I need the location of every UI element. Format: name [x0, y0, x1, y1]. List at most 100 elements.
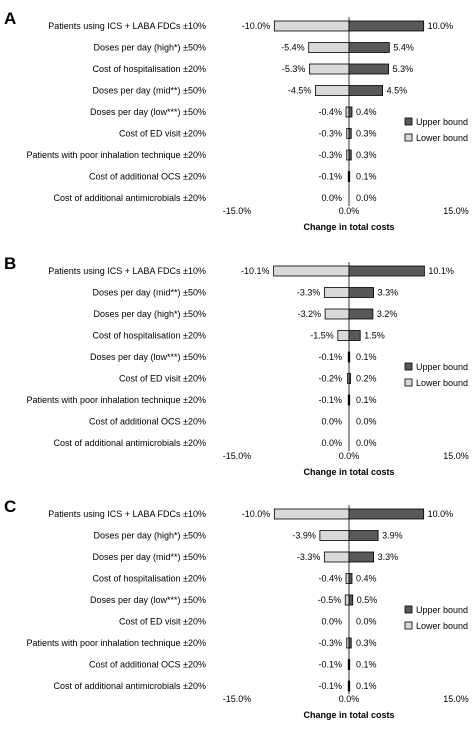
data-label-lower: -0.1%	[318, 660, 342, 670]
bar-lower-bound	[344, 594, 350, 606]
data-label-lower: -10.0%	[242, 21, 271, 31]
legend-swatch-lower	[404, 133, 413, 142]
bar-lower-bound	[273, 20, 350, 32]
data-label-lower: 0.0%	[321, 417, 342, 427]
bar-upper-bound	[348, 20, 425, 32]
bar-lower-bound	[324, 308, 350, 320]
data-label-upper: 0.1%	[356, 660, 377, 670]
data-label-upper: 0.4%	[356, 107, 377, 117]
category-label: Cost of additional antimicrobials ±20%	[53, 681, 206, 691]
category-label: Patients with poor inhalation technique …	[26, 150, 206, 160]
legend-swatch-upper	[404, 362, 413, 371]
bar-lower-bound	[345, 106, 350, 118]
bar-upper-bound	[348, 551, 375, 563]
bar-lower-bound	[273, 265, 350, 277]
category-label: Cost of additional antimicrobials ±20%	[53, 193, 206, 203]
data-label-lower: -0.3%	[318, 638, 342, 648]
category-label: Cost of additional OCS ±20%	[89, 660, 206, 670]
legend-swatch-lower	[404, 621, 413, 630]
data-label-upper: 0.1%	[356, 681, 377, 691]
data-label-lower: -5.3%	[282, 64, 306, 74]
data-label-lower: -0.3%	[318, 129, 342, 139]
category-label: Cost of additional antimicrobials ±20%	[53, 438, 206, 448]
data-label-upper: 10.1%	[428, 266, 454, 276]
data-label-upper: 10.0%	[428, 21, 454, 31]
category-label: Cost of ED visit ±20%	[119, 374, 206, 384]
bar-upper-bound	[348, 530, 379, 541]
bar-lower-bound	[323, 551, 350, 563]
data-label-upper: 0.5%	[357, 595, 378, 605]
data-label-lower: -4.5%	[288, 86, 312, 96]
data-label-upper: 0.0%	[356, 617, 377, 627]
data-label-lower: -0.3%	[318, 150, 342, 160]
bar-upper-bound	[348, 594, 354, 606]
panel-letter: C	[4, 497, 16, 516]
bar-lower-bound	[319, 530, 350, 541]
data-label-upper: 0.0%	[356, 438, 377, 448]
data-label-lower: -3.3%	[297, 552, 321, 562]
bar-lower-bound	[323, 287, 350, 298]
data-label-upper: 0.0%	[356, 193, 377, 203]
legend-label-lower: Lower bound	[416, 133, 468, 143]
category-label: Doses per day (mid**) ±50%	[93, 86, 206, 96]
data-label-lower: 0.0%	[321, 617, 342, 627]
data-label-upper: 3.3%	[378, 552, 399, 562]
category-label: Patients using ICS + LABA FDCs ±10%	[48, 21, 206, 31]
x-tick-label: -15.0%	[223, 694, 252, 704]
data-label-lower: -1.5%	[310, 331, 334, 341]
bar-upper-bound	[348, 42, 390, 53]
panel-letter: A	[4, 9, 16, 28]
bar-upper-bound	[348, 351, 351, 363]
x-tick-label: 15.0%	[443, 451, 469, 461]
x-axis-title: Change in total costs	[303, 710, 394, 720]
data-label-lower: -0.4%	[318, 574, 342, 584]
legend-label-upper: Upper bound	[416, 117, 468, 127]
bar-upper-bound	[348, 573, 353, 584]
data-label-upper: 1.5%	[364, 331, 385, 341]
category-label: Cost of additional OCS ±20%	[89, 417, 206, 427]
category-label: Doses per day (high*) ±50%	[94, 43, 207, 53]
category-label: Doses per day (high*) ±50%	[94, 309, 207, 319]
data-label-lower: -3.2%	[298, 309, 322, 319]
data-label-lower: -0.2%	[318, 374, 342, 384]
bar-upper-bound	[348, 637, 352, 649]
chart-panel-b: B Patients using ICS + LABA FDCs ±10% -10.…	[4, 254, 469, 477]
data-label-upper: 0.3%	[356, 638, 377, 648]
x-axis-title: Change in total costs	[303, 222, 394, 232]
data-label-lower: -3.3%	[297, 288, 321, 298]
category-label: Doses per day (mid**) ±50%	[93, 288, 206, 298]
bar-lower-bound	[345, 573, 350, 584]
data-label-upper: 5.4%	[393, 43, 414, 53]
bar-upper-bound	[348, 265, 425, 277]
data-label-upper: 0.1%	[356, 352, 377, 362]
data-label-upper: 0.1%	[356, 172, 377, 182]
category-label: Cost of hospitalisation ±20%	[92, 64, 206, 74]
bar-upper-bound	[348, 171, 351, 182]
category-label: Cost of ED visit ±20%	[119, 129, 206, 139]
bar-upper-bound	[348, 680, 351, 692]
category-label: Cost of ED visit ±20%	[119, 617, 206, 627]
data-label-upper: 3.9%	[382, 531, 403, 541]
data-label-upper: 0.2%	[356, 374, 377, 384]
legend-label-lower: Lower bound	[416, 378, 468, 388]
category-label: Cost of additional OCS ±20%	[89, 172, 206, 182]
panel-letter: B	[4, 254, 16, 273]
bar-upper-bound	[348, 128, 352, 139]
bar-upper-bound	[348, 63, 389, 75]
data-label-lower: -0.5%	[318, 595, 342, 605]
bar-upper-bound	[348, 659, 351, 670]
data-label-upper: 10.0%	[428, 509, 454, 519]
bar-upper-bound	[348, 508, 425, 520]
legend-swatch-upper	[404, 117, 413, 126]
legend-label-upper: Upper bound	[416, 605, 468, 615]
x-tick-label: -15.0%	[223, 451, 252, 461]
category-label: Doses per day (high*) ±50%	[94, 531, 207, 541]
data-label-upper: 5.3%	[393, 64, 414, 74]
bar-upper-bound	[348, 308, 374, 320]
legend-swatch-upper	[404, 605, 413, 614]
bar-upper-bound	[348, 85, 383, 96]
x-tick-label: 0.0%	[339, 206, 360, 216]
data-label-upper: 0.3%	[356, 129, 377, 139]
category-label: Doses per day (low***) ±50%	[90, 595, 206, 605]
